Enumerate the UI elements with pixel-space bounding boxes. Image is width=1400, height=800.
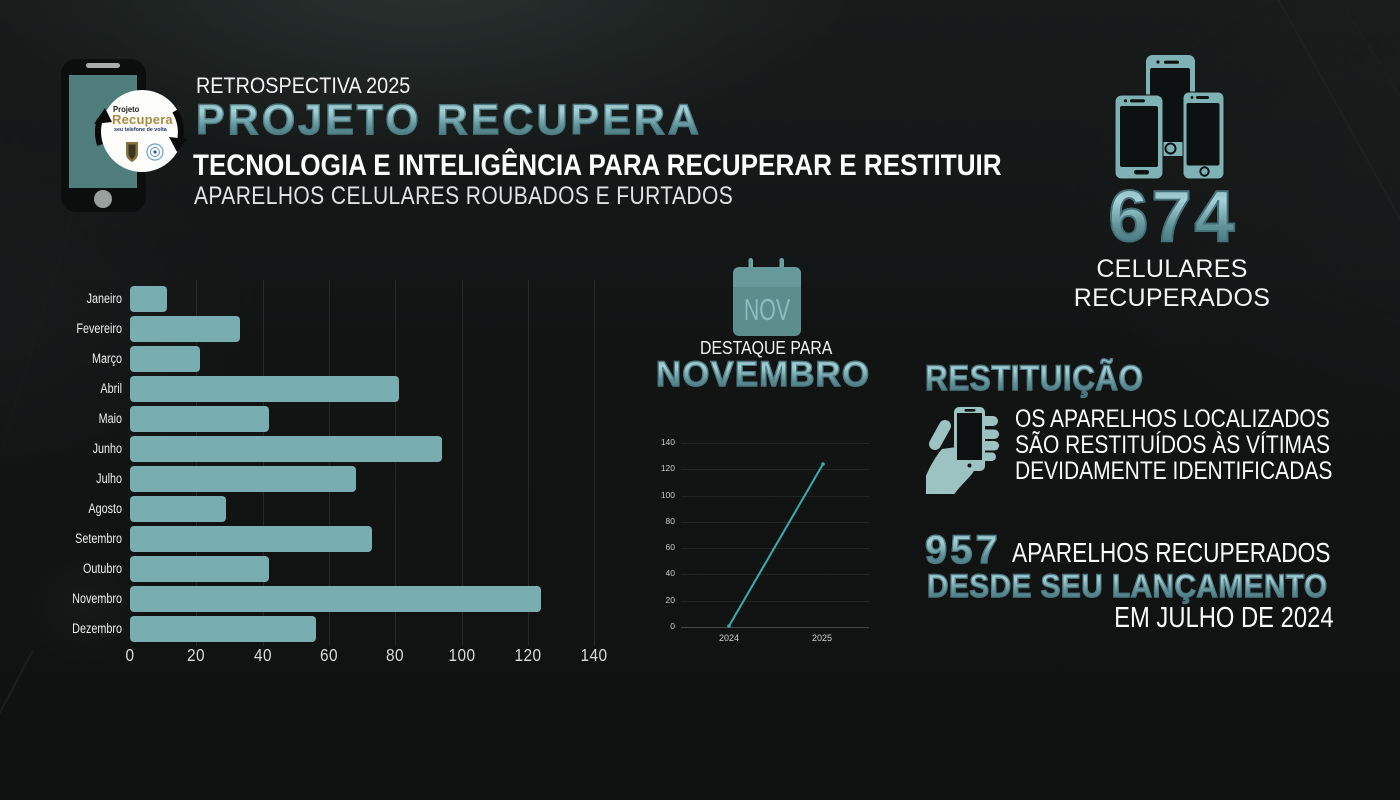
svg-text:NOV: NOV <box>744 292 791 327</box>
